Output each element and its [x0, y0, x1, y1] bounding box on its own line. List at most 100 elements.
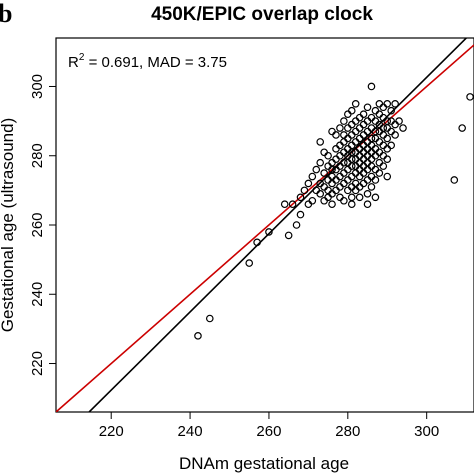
- identity-line: [56, 44, 474, 412]
- data-point: [371, 134, 380, 143]
- data-point: [375, 138, 384, 146]
- data-point: [375, 127, 384, 136]
- data-point: [355, 158, 364, 167]
- data-point: [332, 186, 340, 195]
- data-point: [351, 179, 360, 188]
- data-point: [340, 148, 348, 157]
- data-point: [245, 259, 254, 267]
- data-point: [312, 165, 321, 174]
- data-point: [355, 113, 364, 122]
- y-tick-label: 260: [29, 212, 46, 237]
- chart-title: 450K/EPIC overlap clock: [151, 4, 373, 25]
- data-point: [316, 138, 325, 146]
- data-point: [355, 145, 364, 153]
- data-point: [375, 99, 384, 108]
- data-point: [332, 176, 340, 184]
- data-point: [363, 127, 372, 136]
- data-point: [336, 124, 344, 132]
- data-point: [328, 172, 336, 181]
- data-point: [194, 332, 202, 340]
- data-point: [359, 110, 368, 118]
- data-point: [253, 238, 261, 247]
- data-point: [363, 165, 372, 174]
- data-point: [340, 158, 348, 167]
- data-point: [351, 127, 360, 136]
- fit-values: = 0.691, MAD = 3.75: [84, 54, 227, 71]
- data-point: [336, 151, 344, 160]
- data-point: [391, 131, 399, 139]
- data-point: [308, 196, 317, 205]
- data-point: [340, 117, 348, 125]
- fit-statistics: R2 = 0.691, MAD = 3.75: [68, 52, 227, 71]
- data-point: [371, 151, 380, 160]
- data-point: [359, 162, 368, 170]
- data-point: [359, 169, 368, 177]
- data-point: [320, 196, 328, 205]
- data-point: [355, 151, 364, 160]
- data-point: [304, 179, 313, 188]
- data-point: [355, 165, 364, 174]
- data-point: [450, 176, 459, 184]
- data-point: [383, 172, 392, 181]
- y-tick-label: 280: [29, 143, 46, 168]
- data-point: [205, 314, 214, 323]
- data-point: [379, 151, 388, 160]
- data-point: [466, 93, 474, 101]
- data-point: [284, 231, 293, 240]
- data-point: [324, 176, 332, 184]
- data-point: [387, 141, 395, 150]
- panel-label: b: [0, 0, 12, 28]
- data-point: [367, 162, 376, 170]
- data-point: [328, 127, 336, 136]
- data-point: [379, 131, 388, 139]
- data-point: [399, 124, 407, 132]
- data-point: [359, 131, 368, 139]
- data-point: [328, 190, 336, 198]
- data-point: [367, 172, 376, 181]
- data-point: [355, 134, 364, 143]
- fit-line: [88, 38, 468, 412]
- data-point: [324, 162, 332, 170]
- data-point: [320, 169, 328, 177]
- data-point: [351, 169, 360, 177]
- data-point: [320, 148, 328, 157]
- data-point: [383, 124, 392, 132]
- data-point: [308, 172, 317, 181]
- data-point: [344, 158, 352, 167]
- data-point: [300, 186, 309, 195]
- data-point: [367, 124, 376, 132]
- data-point: [351, 138, 360, 146]
- data-point: [316, 158, 325, 167]
- data-point: [363, 200, 372, 209]
- x-tick-label: 300: [414, 423, 439, 440]
- data-point: [391, 120, 399, 129]
- data-point: [363, 190, 372, 198]
- x-tick-label: 280: [335, 423, 360, 440]
- data-point: [395, 117, 403, 125]
- y-axis-title: Gestational age (ultrasound): [0, 118, 17, 333]
- data-point: [383, 117, 392, 125]
- data-point: [371, 117, 380, 125]
- data-point: [387, 106, 395, 115]
- data-point: [280, 200, 289, 209]
- data-point: [363, 138, 372, 146]
- data-point: [347, 106, 356, 115]
- data-point: [340, 196, 348, 205]
- r2-label: R: [68, 54, 79, 71]
- data-point: [347, 200, 356, 209]
- data-point: [340, 179, 348, 188]
- data-point: [379, 124, 388, 132]
- data-point: [347, 183, 356, 191]
- data-point: [359, 148, 368, 157]
- data-point: [367, 134, 376, 143]
- x-tick-label: 260: [256, 423, 281, 440]
- data-point: [336, 183, 344, 191]
- data-point: [355, 172, 364, 181]
- data-point: [336, 193, 344, 202]
- y-tick-label: 220: [29, 351, 46, 376]
- data-point: [379, 162, 388, 170]
- data-point: [296, 193, 305, 202]
- y-tick-label: 300: [29, 74, 46, 99]
- data-point: [367, 113, 376, 122]
- data-point: [355, 193, 364, 202]
